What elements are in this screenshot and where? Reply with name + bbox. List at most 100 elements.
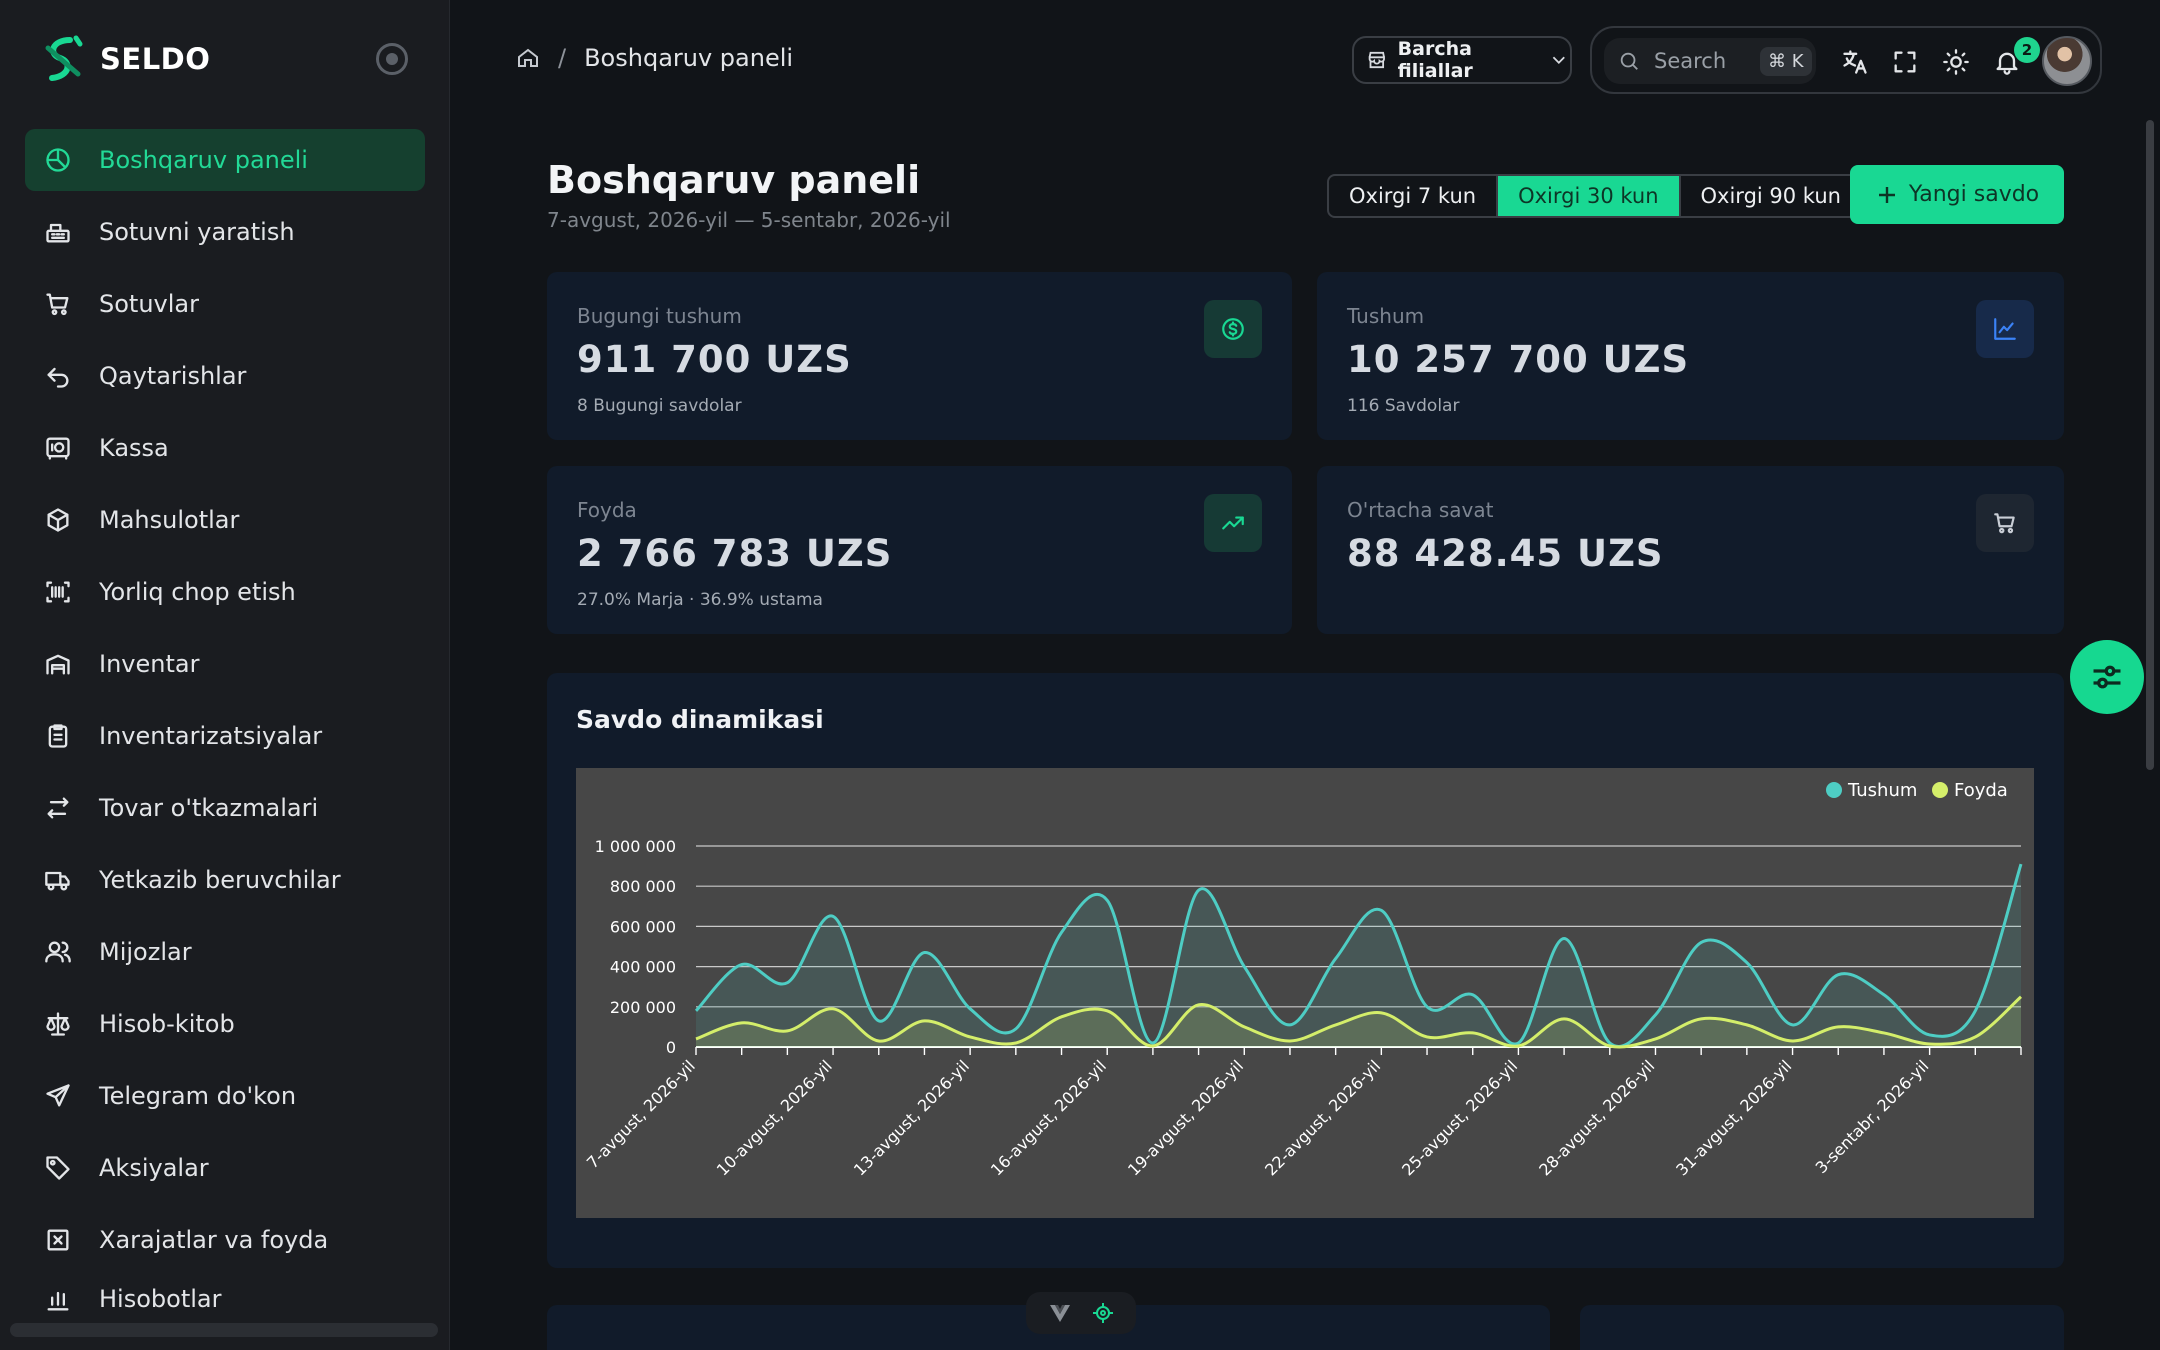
- sidebar-item-stocktaking[interactable]: Inventarizatsiyalar: [25, 705, 425, 767]
- search-input[interactable]: [1654, 49, 1746, 73]
- sidebar-item-label: Sotuvlar: [99, 290, 199, 318]
- sidebar-item-inventory[interactable]: Inventar: [25, 633, 425, 695]
- vue-logo-icon[interactable]: [1048, 1301, 1072, 1325]
- fullscreen-button[interactable]: [1888, 45, 1922, 79]
- receipt-icon: [43, 1225, 73, 1255]
- y-tick-label: 0: [666, 1038, 676, 1057]
- sidebar-scrollbar[interactable]: [10, 1323, 438, 1337]
- sidebar-item-label: Yetkazib beruvchilar: [99, 866, 341, 894]
- header-toolbar: ⌘ K 2: [1590, 26, 2102, 94]
- x-tick-label: 28-avgust, 2026-yil: [1535, 1056, 1658, 1179]
- y-tick-label: 600 000: [610, 917, 676, 936]
- range-30-days-button[interactable]: Oxirgi 30 kun: [1498, 176, 1681, 216]
- sidebar-item-returns[interactable]: Qaytarishlar: [25, 345, 425, 407]
- search-box[interactable]: ⌘ K: [1604, 38, 1816, 84]
- sidebar-item-label: Xarajatlar va foyda: [99, 1226, 329, 1254]
- y-tick-label: 800 000: [610, 877, 676, 896]
- date-range-selector: Oxirgi 7 kun Oxirgi 30 kun Oxirgi 90 kun: [1327, 174, 1863, 218]
- home-icon[interactable]: [516, 46, 540, 70]
- x-tick-label: 7-avgust, 2026-yil: [583, 1056, 699, 1172]
- tag-icon: [43, 1153, 73, 1183]
- series-line-1: [695, 995, 2023, 1049]
- transfer-icon: [43, 793, 73, 823]
- translate-button[interactable]: [1838, 45, 1872, 79]
- sidebar-item-customers[interactable]: Mijozlar: [25, 921, 425, 983]
- series-area-0: [696, 864, 2021, 1047]
- fullscreen-icon: [1894, 51, 1916, 73]
- store-icon: [1368, 51, 1385, 69]
- sidebar-item-label: Qaytarishlar: [99, 362, 247, 390]
- sidebar-item-label: Tovar o'tkazmalari: [99, 794, 319, 822]
- sidebar-item-transfers[interactable]: Tovar o'tkazmalari: [25, 777, 425, 839]
- sidebar-item-sales[interactable]: Sotuvlar: [25, 273, 425, 335]
- sidebar-item-dashboard[interactable]: Boshqaruv paneli: [25, 129, 425, 191]
- sidebar-nav: Boshqaruv paneli Sotuvni yaratish Sotuvl…: [25, 129, 425, 1321]
- target-icon[interactable]: [1091, 1301, 1115, 1325]
- stat-label: Foyda: [577, 498, 637, 522]
- stat-label: Bugungi tushum: [577, 304, 742, 328]
- legend-marker: [1932, 782, 1948, 798]
- sidebar-item-label: Mahsulotlar: [99, 506, 240, 534]
- range-7-days-button[interactable]: Oxirgi 7 kun: [1329, 176, 1499, 216]
- sidebar-item-create-sale[interactable]: Sotuvni yaratish: [25, 201, 425, 263]
- theme-toggle-button[interactable]: [1939, 45, 1973, 79]
- stat-label: O'rtacha savat: [1347, 498, 1494, 522]
- send-icon: [43, 1081, 73, 1111]
- branch-select[interactable]: Barcha filiallar: [1352, 36, 1572, 84]
- notifications-button[interactable]: 2: [1990, 37, 2040, 79]
- sidebar-item-cashbox[interactable]: Kassa: [25, 417, 425, 479]
- breadcrumb-separator: /: [558, 44, 567, 72]
- top-header: / Boshqaruv paneli Barcha filiallar ⌘ K …: [450, 0, 2160, 118]
- safe-icon: [43, 433, 73, 463]
- page-date-range: 7-avgust, 2026-yil — 5-sentabr, 2026-yil: [547, 208, 951, 232]
- trending-up-icon: [1204, 494, 1262, 552]
- seldo-logo-icon: [45, 35, 83, 81]
- x-tick-label: 22-avgust, 2026-yil: [1261, 1056, 1384, 1179]
- series-line-0: [694, 863, 2023, 1048]
- sidebar-item-telegram-shop[interactable]: Telegram do'kon: [25, 1065, 425, 1127]
- sidebar-item-reports[interactable]: Hisobotlar: [25, 1281, 425, 1311]
- translate-icon: [1843, 50, 1867, 74]
- sidebar-item-label: Telegram do'kon: [99, 1082, 297, 1110]
- sidebar-item-label: Sotuvni yaratish: [99, 218, 295, 246]
- box-icon: [43, 505, 73, 535]
- stat-sub: 27.0% Marja · 36.9% ustama: [577, 590, 823, 610]
- brand-name: SELDO: [100, 42, 211, 76]
- y-tick-label: 400 000: [610, 958, 676, 977]
- sales-dynamics-chart: 0 200 000 400 000 600 000 800 000 1 000 000 7-…: [576, 768, 2034, 1218]
- sidebar-item-products[interactable]: Mahsulotlar: [25, 489, 425, 551]
- user-avatar[interactable]: [2042, 36, 2092, 86]
- stat-value: 911 700 UZS: [577, 338, 852, 381]
- legend-label: Tushum: [1847, 780, 1917, 801]
- dollar-icon: [1204, 300, 1262, 358]
- users-icon: [43, 937, 73, 967]
- x-tick-label: 10-avgust, 2026-yil: [713, 1056, 836, 1179]
- sidebar-item-accounting[interactable]: Hisob-kitob: [25, 993, 425, 1055]
- legend-label: Foyda: [1954, 780, 2008, 801]
- range-90-days-button[interactable]: Oxirgi 90 kun: [1700, 184, 1841, 208]
- main-scrollbar[interactable]: [2146, 120, 2154, 770]
- search-icon: [1620, 52, 1638, 70]
- new-sale-button[interactable]: Yangi savdo: [1850, 165, 2064, 224]
- series-area-1: [696, 996, 2021, 1047]
- sales-dynamics-card: Savdo dinamikasi 0 200 000 400 000 600 000 8…: [547, 673, 2064, 1268]
- sidebar-item-label-print[interactable]: Yorliq chop etish: [25, 561, 425, 623]
- customize-settings-button[interactable]: [2070, 640, 2144, 714]
- sidebar-item-promotions[interactable]: Aksiyalar: [25, 1137, 425, 1199]
- stat-card-profit: Foyda 2 766 783 UZS 27.0% Marja · 36.9% …: [547, 466, 1292, 634]
- warehouse-icon: [43, 649, 73, 679]
- bell-icon: [1996, 52, 2018, 75]
- report-icon: [43, 1285, 73, 1311]
- y-tick-label: 200 000: [610, 998, 676, 1017]
- stat-value: 10 257 700 UZS: [1347, 338, 1690, 381]
- sidebar-item-expenses-profit[interactable]: Xarajatlar va foyda: [25, 1209, 425, 1271]
- sidebar-collapse-toggle-icon[interactable]: [376, 43, 408, 75]
- sidebar: SELDO Boshqaruv paneli Sotuvni yaratish …: [0, 0, 450, 1350]
- sidebar-item-label: Aksiyalar: [99, 1154, 209, 1182]
- stat-value: 88 428.45 UZS: [1347, 532, 1664, 575]
- x-tick-label: 25-avgust, 2026-yil: [1398, 1056, 1521, 1179]
- scale-icon: [43, 1009, 73, 1039]
- brand[interactable]: SELDO: [40, 34, 210, 84]
- sidebar-item-suppliers[interactable]: Yetkazib beruvchilar: [25, 849, 425, 911]
- dev-tools-tray: [1026, 1292, 1136, 1334]
